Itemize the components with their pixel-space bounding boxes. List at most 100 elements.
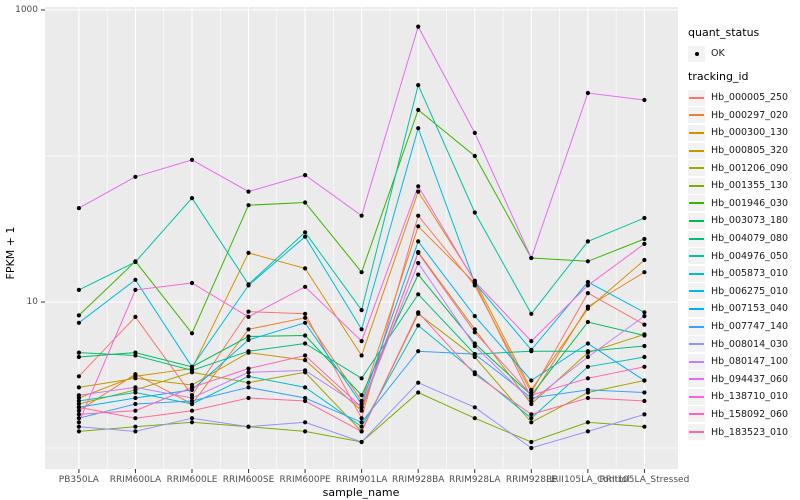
data-point: [133, 277, 138, 282]
x-tick-label: RRIM600SE: [222, 475, 275, 485]
legend-item-label: Hb_004079_080: [711, 233, 789, 245]
data-point: [359, 353, 364, 358]
data-point: [416, 310, 421, 315]
legend-line-swatch: [689, 307, 704, 310]
legend-item: Hb_008014_030: [688, 335, 788, 353]
legend-tracking-id-items: Hb_000005_250 Hb_000297_020 Hb_000300_130 H…: [688, 89, 788, 441]
legend-item-label: Hb_007153_040: [711, 303, 789, 315]
data-point: [472, 343, 477, 349]
data-point: [246, 283, 251, 288]
x-tick-label: RRIM928LA: [449, 475, 501, 485]
legend-key-box: [688, 142, 705, 159]
data-point: [642, 364, 647, 369]
data-point: [133, 174, 138, 179]
data-point: [246, 366, 251, 371]
data-point: [472, 405, 477, 410]
data-point: [246, 337, 251, 342]
legend-item-label: Hb_001946_030: [711, 197, 789, 209]
data-point: [303, 230, 308, 235]
data-point: [303, 358, 308, 363]
data-point: [246, 309, 251, 314]
data-point: [133, 259, 138, 265]
data-point: [642, 314, 647, 319]
x-tick-label: RRIM901LA: [335, 475, 388, 485]
data-point: [189, 416, 195, 421]
data-point: [303, 353, 308, 358]
data-point: [416, 184, 421, 189]
data-point: [416, 213, 421, 218]
data-point: [359, 405, 364, 410]
data-point: [359, 376, 364, 381]
data-point: [303, 234, 308, 239]
legend-line-swatch: [689, 202, 704, 205]
data-point: [472, 327, 477, 332]
data-point: [133, 408, 138, 413]
legend-line-swatch: [689, 325, 704, 328]
y-axis-title: FPKM + 1: [4, 226, 17, 280]
data-point: [359, 339, 364, 344]
data-point: [529, 255, 534, 261]
data-point: [359, 327, 364, 332]
data-point: [472, 354, 477, 360]
data-point: [303, 266, 308, 271]
data-point: [642, 97, 647, 103]
data-point: [76, 408, 81, 413]
x-tick-label: RRII105LA_Control: [546, 475, 630, 485]
data-point: [76, 429, 81, 434]
data-point: [76, 398, 81, 404]
data-point: [133, 401, 138, 407]
legend-item: Hb_004976_050: [688, 247, 788, 265]
legend-item: Hb_005873_010: [688, 265, 788, 283]
data-point: [585, 319, 591, 325]
data-point: [76, 313, 81, 318]
data-point: [246, 250, 251, 255]
x-tick-label: RRII105LA_Stressed: [599, 475, 690, 485]
legend-key-box: [688, 212, 705, 229]
data-point: [416, 250, 421, 255]
data-point: [642, 257, 647, 263]
legend-item: Hb_001355_130: [688, 177, 788, 195]
data-point: [76, 287, 81, 292]
data-point: [416, 24, 421, 29]
data-point: [76, 350, 81, 355]
data-point: [585, 239, 591, 244]
data-point: [416, 83, 421, 88]
legend-key-box: [688, 124, 705, 141]
data-point: [642, 322, 647, 327]
legend-item-label: Hb_158092_060: [711, 408, 789, 420]
data-point: [416, 390, 421, 395]
legend-item: Hb_003073_180: [688, 212, 788, 230]
data-point: [529, 311, 534, 316]
legend-item: Hb_080147_100: [688, 353, 788, 371]
legend-key-box: [688, 371, 705, 388]
data-point: [189, 364, 195, 369]
data-point: [359, 213, 364, 218]
legend-item: Hb_094437_060: [688, 371, 788, 389]
data-point: [585, 349, 591, 354]
data-point: [303, 395, 308, 401]
data-point: [585, 279, 591, 285]
legend-key-box: [688, 265, 705, 282]
data-point: [359, 416, 364, 421]
data-point: [585, 387, 591, 392]
legend-item-label: Hb_004976_050: [711, 250, 789, 262]
legend-item: Hb_183523_010: [688, 423, 788, 441]
data-point: [189, 408, 195, 413]
data-point: [585, 364, 591, 369]
data-point: [585, 291, 591, 296]
data-point: [585, 306, 591, 311]
legend-tracking-id-title: tracking_id: [688, 70, 749, 83]
data-point: [189, 368, 195, 373]
data-point: [529, 416, 534, 421]
data-point: [189, 395, 195, 401]
data-point: [76, 424, 81, 429]
legend-item: Hb_001206_090: [688, 159, 788, 177]
data-point: [472, 210, 477, 215]
legend-item-label: Hb_183523_010: [711, 426, 789, 438]
legend-key-box: [688, 45, 705, 62]
data-point: [133, 385, 138, 390]
data-point: [133, 350, 138, 355]
legend-item: Hb_000005_250: [688, 89, 788, 107]
data-point: [303, 311, 308, 316]
